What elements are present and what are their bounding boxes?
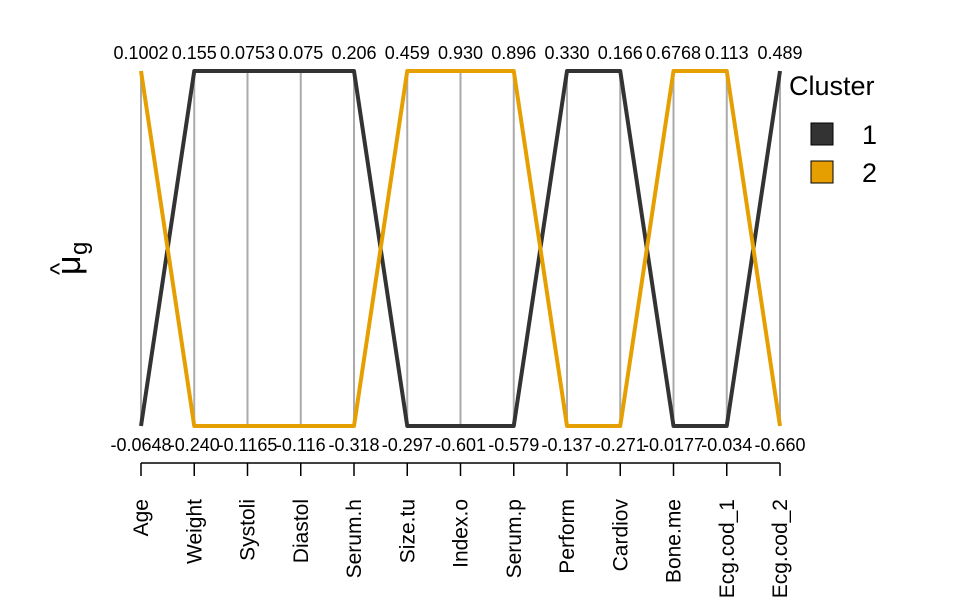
min-label-diastol: -0.116 [276,435,326,455]
max-label-serum-p: 0.896 [491,43,536,63]
min-value-labels: -0.0648-0.240-0.1165-0.116 -0.318 -0.297 -0… [110,435,805,455]
x-tick-label-diastol: Diastol [290,499,313,563]
y-axis-label-hat: ^ [44,262,74,275]
series-line-cluster-1 [139,69,782,428]
max-label-systoli: 0.0753 [220,43,275,63]
min-label-serum-h: -0.318 [328,435,379,455]
max-label-ecg-cod-2: 0.489 [757,43,802,63]
legend-key-1 [810,122,834,146]
max-value-labels: 0.1002 0.155 0.0753 0.075 0.206 0.459 0.930 0.8… [113,43,802,63]
legend-key-2 [810,160,834,184]
y-axis-label-main: μ [50,255,88,275]
x-tick-label-serum-p: Serum.p [503,499,526,578]
x-tick-label-bone-me: Bone.me [663,499,686,583]
min-label-systoli: -0.1165 [218,435,278,455]
x-tick-label-perform: Perform [556,499,579,574]
min-label-index-o: -0.601 [435,435,486,455]
x-axis: Age Weight Systoli Diastol Serum.h Size.tu Ind… [130,462,792,598]
series-lines [139,69,782,428]
x-tick-label-age: Age [130,499,153,536]
x-tick-label-systoli: Systoli [237,499,260,561]
min-label-size-tu: -0.297 [382,435,433,455]
x-tick-label-ecg-cod-1: Ecg.cod_1 [716,499,739,598]
x-tick-label-ecg-cod-2: Ecg.cod_2 [769,499,792,598]
min-label-weight: -0.240 [169,435,220,455]
legend-label-2: 2 [862,158,877,188]
max-label-diastol: 0.075 [278,43,323,63]
min-label-bone-me: -0.0177 [643,435,704,455]
max-label-ecg-cod-1: 0.113 [705,43,749,63]
max-label-serum-h: 0.206 [331,43,376,63]
max-label-index-o: 0.930 [438,43,483,63]
max-label-perform: 0.330 [544,43,589,63]
min-label-ecg-cod-1: -0.034 [701,435,752,455]
max-label-age: 0.1002 [113,43,168,63]
min-label-ecg-cod-2: -0.660 [754,435,805,455]
series-line-cluster-2 [139,69,782,428]
min-label-serum-p: -0.579 [488,435,539,455]
max-label-cardiov: 0.166 [598,43,643,63]
legend: Cluster 1 2 [789,71,877,188]
y-axis-label: μ g ^ [44,242,93,275]
max-label-bone-me: 0.6768 [646,43,701,63]
variable-axes [140,71,781,426]
min-label-cardiov: -0.271 [595,435,646,455]
min-label-perform: -0.137 [541,435,592,455]
x-tick-label-weight: Weight [183,499,206,564]
y-axis-label-subscript: g [66,242,93,255]
x-tick-label-cardiov: Cardiov [609,499,632,572]
x-tick-label-serum-h: Serum.h [343,499,366,578]
x-tick-label-index-o: Index.o [450,499,473,568]
max-label-weight: 0.155 [172,43,217,63]
x-tick-label-size-tu: Size.tu [396,499,419,563]
min-label-age: -0.0648 [110,435,171,455]
legend-label-1: 1 [862,120,877,150]
legend-title: Cluster [789,71,875,101]
max-label-size-tu: 0.459 [385,43,430,63]
